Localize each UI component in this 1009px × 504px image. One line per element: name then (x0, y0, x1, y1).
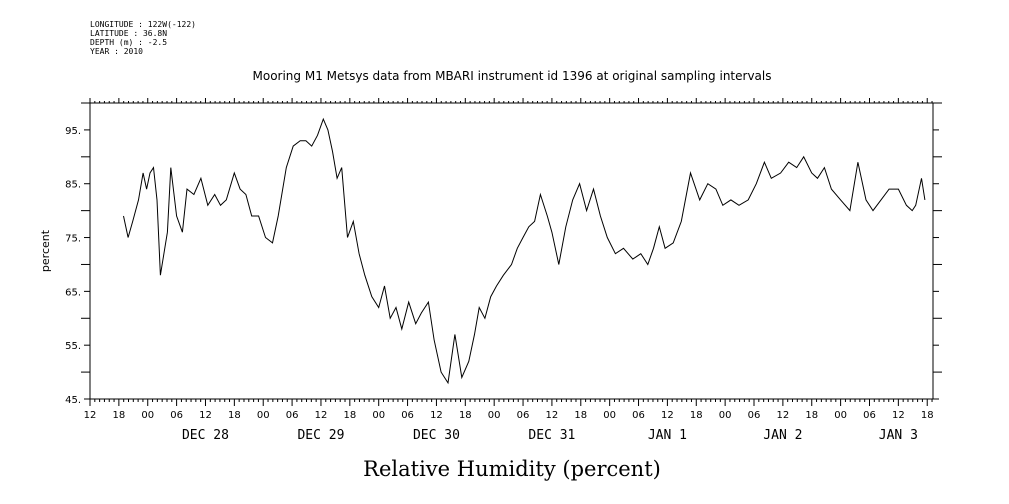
y-tick-label: 45. (65, 395, 81, 406)
y-tick-label: 95. (65, 126, 81, 137)
x-day-label: DEC 30 (413, 428, 460, 443)
x-hour-label: 18 (343, 410, 356, 421)
x-hour-label: 18 (113, 410, 126, 421)
chart-title: Mooring M1 Metsys data from MBARI instru… (253, 69, 772, 83)
x-hour-label: 06 (170, 410, 183, 421)
metadata-latitude: LATITUDE : 36.8N (90, 29, 168, 38)
x-hour-label: 06 (863, 410, 876, 421)
x-hour-label: 12 (777, 410, 790, 421)
x-hour-label: 00 (257, 410, 270, 421)
x-hour-label: 06 (632, 410, 645, 421)
x-day-label: DEC 29 (297, 428, 344, 443)
x-hour-label: 00 (141, 410, 154, 421)
y-tick-label: 85. (65, 180, 81, 191)
x-hour-label: 18 (228, 410, 241, 421)
x-hour-label: 12 (315, 410, 328, 421)
x-hour-label: 18 (574, 410, 587, 421)
x-hour-label: 12 (430, 410, 443, 421)
x-hour-label: 00 (834, 410, 847, 421)
x-hour-label: 12 (661, 410, 674, 421)
x-day-label: DEC 28 (182, 428, 229, 443)
x-hour-label: 06 (401, 410, 414, 421)
x-hour-label: 18 (459, 410, 472, 421)
plot-frame (89, 102, 934, 400)
humidity-series-line (123, 117, 926, 385)
x-day-label: DEC 31 (528, 428, 575, 443)
x-axis-title: Relative Humidity (percent) (363, 457, 661, 481)
y-axis-title: percent (39, 229, 52, 272)
x-hour-label: 06 (286, 410, 299, 421)
metadata-longitude: LONGITUDE : 122W(-122) (90, 20, 196, 29)
x-hour-label: 18 (690, 410, 703, 421)
x-hour-label: 12 (546, 410, 559, 421)
x-hour-label: 12 (199, 410, 212, 421)
x-hour-label: 06 (517, 410, 530, 421)
x-hour-label: 00 (488, 410, 501, 421)
x-hour-label: 18 (921, 410, 934, 421)
metadata-block: LONGITUDE : 122W(-122) LATITUDE : 36.8N … (90, 20, 196, 56)
x-day-label: JAN 2 (763, 428, 802, 443)
y-tick-label: 65. (65, 287, 81, 298)
x-day-label: JAN 1 (648, 428, 687, 443)
y-tick-label: 75. (65, 234, 81, 245)
x-hour-label: 00 (719, 410, 732, 421)
x-hour-label: 12 (84, 410, 97, 421)
y-tick-label: 55. (65, 341, 81, 352)
metadata-depth: DEPTH (m) : -2.5 (90, 38, 168, 47)
x-day-label: JAN 3 (879, 428, 918, 443)
x-hour-label: 18 (805, 410, 818, 421)
x-hour-label: 06 (748, 410, 761, 421)
x-hour-label: 00 (603, 410, 616, 421)
x-hour-label: 00 (372, 410, 385, 421)
x-hour-label: 12 (892, 410, 905, 421)
metadata-year: YEAR : 2010 (90, 47, 143, 56)
